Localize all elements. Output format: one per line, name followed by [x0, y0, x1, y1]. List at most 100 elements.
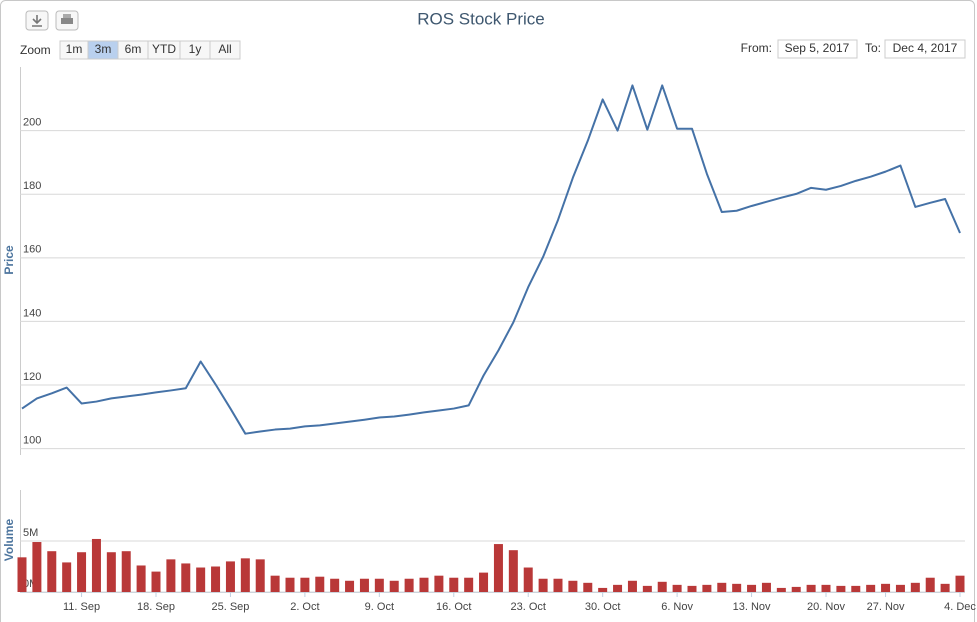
- zoom-button[interactable]: All: [209, 40, 241, 60]
- volume-bar: [225, 561, 235, 592]
- volume-bar: [479, 572, 489, 592]
- volume-bar: [776, 587, 786, 592]
- x-tick-label: 2. Oct: [290, 601, 319, 613]
- volume-bar: [330, 578, 340, 592]
- x-tick-label: 20. Nov: [807, 601, 845, 613]
- volume-bar: [568, 580, 578, 592]
- x-tick-label: 16. Oct: [436, 601, 471, 613]
- volume-bar: [851, 585, 861, 592]
- volume-bar: [285, 577, 295, 592]
- volume-bar: [523, 567, 533, 592]
- zoom-button[interactable]: YTD: [147, 40, 181, 60]
- volume-bar: [315, 576, 325, 592]
- x-tick-label: 13. Nov: [733, 601, 771, 613]
- volume-bar: [106, 552, 116, 592]
- zoom-button[interactable]: 3m: [87, 40, 119, 60]
- volume-bar: [419, 577, 429, 592]
- volume-bar: [449, 577, 459, 592]
- zoom-button-label[interactable]: 6m: [125, 42, 142, 56]
- zoom-label: Zoom: [20, 43, 51, 57]
- y-tick-label: 160: [23, 244, 41, 256]
- to-label: To:: [865, 41, 881, 55]
- from-label: From:: [741, 41, 772, 55]
- from-value[interactable]: Sep 5, 2017: [785, 41, 850, 55]
- volume-bar: [464, 577, 474, 592]
- volume-bar: [553, 578, 563, 592]
- volume-bar: [747, 584, 757, 592]
- volume-bar: [434, 575, 444, 592]
- zoom-button[interactable]: 6m: [117, 40, 149, 60]
- volume-bar: [613, 584, 623, 592]
- volume-bar: [404, 578, 414, 592]
- zoom-button[interactable]: 1m: [59, 40, 89, 60]
- print-button[interactable]: [55, 10, 79, 31]
- chart-title: ROS Stock Price: [417, 9, 545, 28]
- volume-bar: [940, 583, 950, 592]
- y-tick-label: 100: [23, 435, 41, 447]
- volume-bar: [866, 584, 876, 592]
- volume-bar: [493, 544, 503, 592]
- volume-bar: [955, 575, 965, 592]
- zoom-button-label[interactable]: 3m: [95, 42, 112, 56]
- volume-bar: [91, 538, 101, 592]
- volume-bar: [166, 559, 176, 592]
- zoom-button[interactable]: 1y: [179, 40, 211, 60]
- export-button[interactable]: [25, 10, 49, 31]
- price-line: [21, 84, 961, 435]
- volume-bar: [32, 542, 42, 592]
- volume-bar: [300, 577, 310, 592]
- x-tick-label: 18. Sep: [137, 601, 175, 613]
- y-tick-label: 120: [23, 371, 41, 383]
- to-value[interactable]: Dec 4, 2017: [893, 41, 958, 55]
- x-tick-label: 9. Oct: [365, 601, 394, 613]
- volume-bar: [77, 552, 87, 592]
- volume-bar: [925, 577, 935, 592]
- volume-bar: [255, 559, 265, 592]
- volume-bar: [791, 586, 801, 592]
- volume-bar: [508, 550, 518, 592]
- volume-bar: [151, 571, 161, 592]
- x-tick-label: 30. Oct: [585, 601, 620, 613]
- y-axis-title: Volume: [2, 518, 16, 561]
- from-input[interactable]: [777, 39, 858, 59]
- volume-bar: [136, 565, 146, 592]
- volume-bar: [702, 584, 712, 592]
- volume-bar: [270, 575, 280, 592]
- volume-bar: [211, 566, 221, 592]
- x-tick-label: 6. Nov: [661, 601, 693, 613]
- volume-bar: [196, 567, 206, 592]
- zoom-button-label[interactable]: 1y: [189, 42, 202, 56]
- x-tick-label: 11. Sep: [63, 601, 100, 613]
- volume-bar: [240, 558, 250, 592]
- volume-bar: [895, 584, 905, 592]
- zoom-button-label[interactable]: 1m: [66, 42, 83, 56]
- volume-bar: [345, 580, 355, 592]
- to-input[interactable]: [884, 39, 966, 59]
- y-tick-label: 200: [23, 117, 41, 129]
- volume-bar: [642, 585, 652, 592]
- volume-bar: [374, 578, 384, 592]
- volume-bar: [732, 583, 742, 592]
- volume-bar: [761, 582, 771, 592]
- volume-bar: [121, 551, 131, 592]
- volume-bar: [62, 562, 72, 592]
- volume-bar: [359, 578, 369, 592]
- zoom-button-label[interactable]: YTD: [152, 42, 176, 56]
- zoom-button-label[interactable]: All: [218, 42, 231, 56]
- volume-bar: [881, 583, 891, 592]
- volume-bar: [717, 582, 727, 592]
- volume-bar: [821, 584, 831, 592]
- y-tick-label: 180: [23, 180, 41, 192]
- zoom-button-bg[interactable]: [209, 40, 241, 60]
- y-tick-label: 5M: [23, 527, 38, 539]
- volume-bar: [598, 587, 608, 592]
- y-axis-title: Price: [2, 245, 16, 275]
- volume-bar: [47, 551, 57, 592]
- volume-bar: [657, 581, 667, 592]
- x-tick-label: 27. Nov: [867, 601, 905, 613]
- volume-bar: [181, 563, 191, 592]
- x-tick-label: 23. Oct: [510, 601, 545, 613]
- volume-bar: [687, 585, 697, 592]
